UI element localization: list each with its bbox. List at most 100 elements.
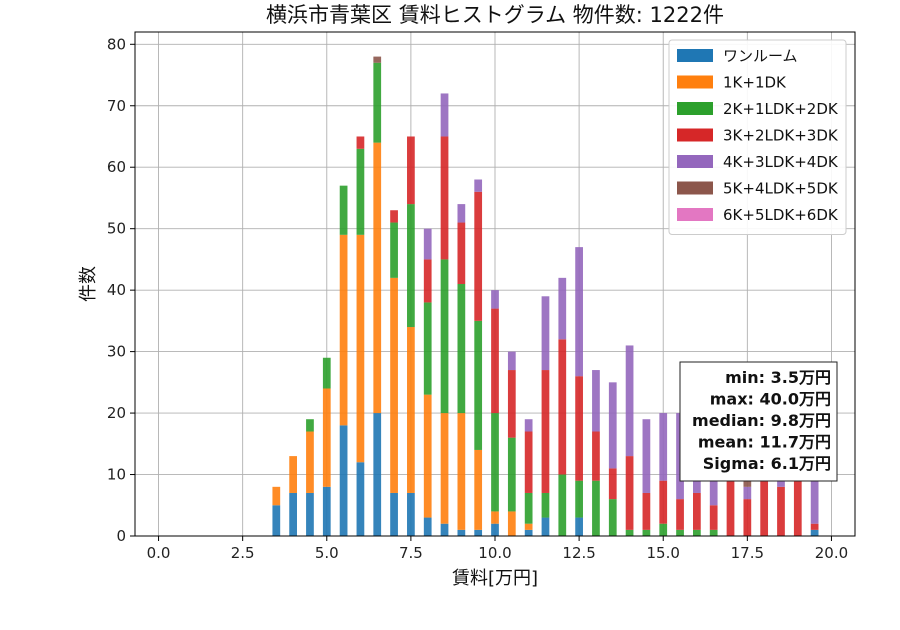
bar-segment bbox=[440, 93, 449, 137]
bar-segment bbox=[440, 413, 449, 524]
bar-segment bbox=[423, 302, 432, 395]
bar-segment bbox=[322, 388, 331, 487]
bar-segment bbox=[322, 357, 331, 389]
stats-box-frame bbox=[679, 361, 838, 482]
bar-segment bbox=[457, 529, 466, 536]
legend-swatch bbox=[677, 128, 713, 142]
bar-segment bbox=[743, 486, 752, 500]
chart-title: 横浜市青葉区 賃料ヒストグラム 物件数: 1222件 bbox=[266, 3, 724, 27]
bar-segment bbox=[541, 370, 550, 493]
bar-segment bbox=[642, 419, 651, 493]
x-tick-label: 15.0 bbox=[647, 544, 680, 562]
bar-segment bbox=[659, 413, 668, 481]
stats-box: min: 3.5万円 max: 40.0万円 median: 9.8万円 mean: … bbox=[679, 361, 838, 482]
stats-line: Sigma: 6.1万円 bbox=[703, 454, 831, 473]
x-tick-label: 2.5 bbox=[231, 544, 255, 562]
bar-segment bbox=[306, 492, 314, 536]
bar-segment bbox=[575, 517, 583, 536]
legend-label: 1K+1DK bbox=[723, 74, 787, 92]
bar-segment bbox=[339, 425, 348, 536]
bar-segment bbox=[693, 492, 701, 530]
bar-segment bbox=[356, 234, 365, 463]
legend-swatch bbox=[677, 102, 713, 115]
bar-segment bbox=[676, 529, 684, 536]
bar-segment bbox=[693, 529, 701, 536]
legend-label: 4K+3LDK+4DK bbox=[723, 153, 839, 171]
bar-segment bbox=[356, 136, 365, 149]
bar-segment bbox=[339, 234, 348, 426]
x-tick-label: 0.0 bbox=[147, 544, 171, 562]
bars bbox=[272, 56, 819, 536]
bar-segment bbox=[541, 296, 550, 371]
y-tick-label: 70 bbox=[107, 97, 126, 115]
bar-segment bbox=[407, 136, 415, 205]
bar-segment bbox=[491, 523, 499, 536]
bar-segment bbox=[709, 529, 718, 536]
bar-segment bbox=[289, 456, 297, 493]
bar-segment bbox=[289, 492, 297, 536]
bar-segment bbox=[524, 492, 533, 524]
stats-line: min: 3.5万円 bbox=[725, 368, 831, 387]
legend-swatch bbox=[677, 208, 713, 221]
y-tick-label: 30 bbox=[107, 343, 126, 361]
x-axis-title: 賃料[万円] bbox=[452, 568, 538, 589]
x-tick-label: 7.5 bbox=[399, 544, 423, 562]
bar-segment bbox=[810, 523, 819, 530]
bar-segment bbox=[558, 474, 567, 536]
bar-segment bbox=[423, 259, 432, 303]
x-tick-label: 10.0 bbox=[478, 544, 511, 562]
y-axis-title: 件数 bbox=[78, 266, 99, 302]
bar-segment bbox=[507, 351, 516, 371]
bar-segment bbox=[760, 462, 769, 536]
bar-segment bbox=[491, 511, 499, 524]
bar-segment bbox=[491, 413, 499, 512]
y-tick-label: 40 bbox=[107, 281, 126, 299]
bar-segment bbox=[457, 284, 466, 414]
bar-segment bbox=[575, 376, 583, 481]
bar-segment bbox=[709, 505, 718, 530]
bar-segment bbox=[440, 136, 449, 260]
bar-segment bbox=[659, 523, 668, 536]
bar-segment bbox=[457, 222, 466, 284]
y-tick-label: 60 bbox=[107, 158, 126, 176]
bar-segment bbox=[558, 339, 567, 475]
bar-segment bbox=[373, 62, 382, 143]
bar-segment bbox=[642, 529, 651, 536]
x-tick-label: 5.0 bbox=[315, 544, 339, 562]
bar-segment bbox=[777, 486, 785, 536]
y-tick-label: 20 bbox=[107, 404, 126, 422]
bar-segment bbox=[575, 480, 583, 518]
bar-segment bbox=[322, 486, 331, 536]
bar-segment bbox=[407, 492, 415, 536]
bar-segment bbox=[507, 511, 516, 536]
legend-label: 3K+2LDK+3DK bbox=[723, 127, 839, 145]
bar-segment bbox=[507, 370, 516, 438]
legend-label: ワンルーム bbox=[723, 47, 798, 65]
bar-segment bbox=[726, 462, 735, 536]
bar-segment bbox=[474, 191, 483, 321]
bar-segment bbox=[339, 185, 348, 235]
bar-segment bbox=[407, 327, 415, 493]
bar-segment bbox=[272, 486, 281, 506]
legend-label: 5K+4LDK+5DK bbox=[723, 180, 839, 198]
bar-segment bbox=[810, 529, 819, 536]
bar-segment bbox=[524, 529, 533, 536]
bar-segment bbox=[390, 492, 398, 536]
bar-segment bbox=[524, 523, 533, 530]
y-tick-label: 80 bbox=[107, 35, 126, 53]
bar-segment bbox=[373, 413, 382, 536]
x-tick-label: 17.5 bbox=[731, 544, 764, 562]
stats-line: max: 40.0万円 bbox=[710, 390, 831, 409]
bar-segment bbox=[810, 480, 819, 524]
bar-segment bbox=[491, 308, 499, 414]
legend-label: 2K+1LDK+2DK bbox=[723, 100, 839, 118]
bar-segment bbox=[474, 529, 483, 536]
bar-segment bbox=[373, 142, 382, 414]
bar-segment bbox=[524, 431, 533, 493]
stats-line: median: 9.8万円 bbox=[692, 411, 831, 430]
bar-segment bbox=[625, 345, 634, 457]
bar-segment bbox=[608, 468, 617, 500]
bar-segment bbox=[423, 394, 432, 518]
bar-segment bbox=[541, 517, 550, 536]
bar-segment bbox=[457, 204, 466, 223]
